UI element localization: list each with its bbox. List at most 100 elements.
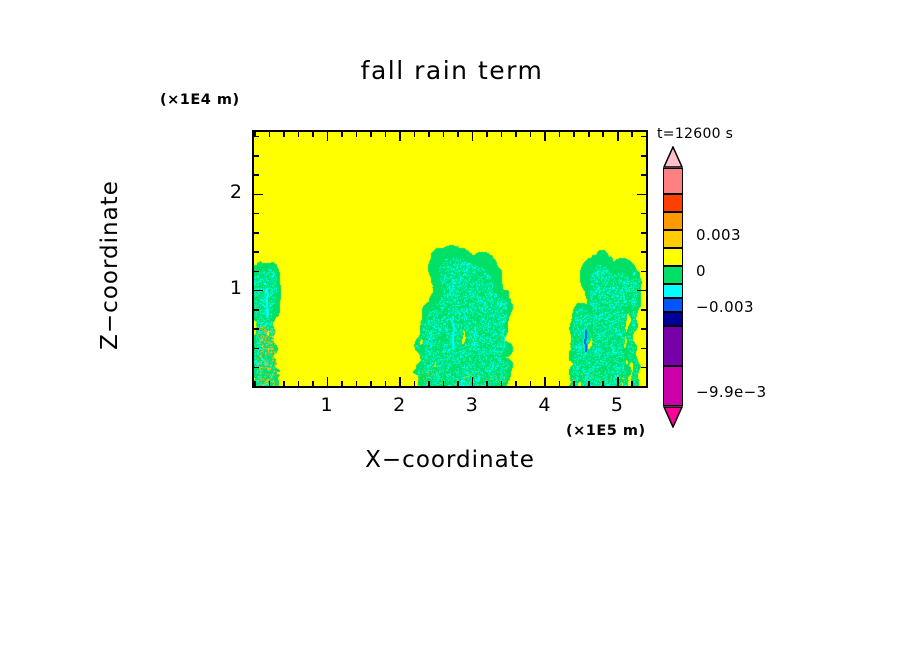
x-tick-bottom: [326, 377, 329, 386]
x-tick-top: [355, 132, 358, 137]
x-tick-top: [254, 132, 256, 137]
x-tick-top: [529, 132, 532, 137]
y-tick-right: [641, 212, 646, 215]
x-tick-bottom: [558, 381, 561, 386]
y-tick-left: [254, 386, 259, 388]
x-tick-bottom: [399, 377, 401, 386]
y-tick-right: [641, 366, 646, 369]
y-tick-left: [254, 251, 259, 253]
x-tick-label: 1: [320, 394, 333, 416]
x-tick-top: [370, 132, 372, 137]
y-tick-right: [641, 270, 646, 273]
y-tick-left: [254, 328, 259, 330]
x-tick-bottom: [413, 381, 416, 386]
colorbar-tick-label: 0: [696, 262, 706, 280]
colorbar-band: [663, 248, 683, 266]
x-tick-top: [587, 132, 590, 137]
x-tick-bottom: [602, 381, 605, 386]
y-tick-left: [254, 212, 259, 215]
x-tick-top: [486, 132, 488, 137]
y-axis-title: Z−coordinate: [97, 180, 123, 350]
x-tick-top: [602, 132, 605, 137]
x-tick-top: [326, 132, 329, 141]
x-tick-bottom: [341, 381, 343, 386]
x-tick-bottom: [646, 381, 648, 386]
colorbar-band: [663, 284, 683, 298]
x-tick-top: [457, 132, 459, 137]
x-tick-top: [573, 132, 575, 137]
y-tick-label: 2: [229, 180, 242, 203]
y-tick-left: [254, 155, 259, 157]
colorbar-bottom-arrow: [662, 406, 684, 429]
y-tick-label: 1: [229, 276, 242, 299]
x-tick-bottom: [268, 381, 271, 386]
x-tick-label: 3: [465, 394, 478, 416]
x-tick-top: [616, 132, 619, 141]
x-tick-bottom: [457, 381, 459, 386]
x-tick-top: [312, 132, 314, 137]
x-tick-top: [268, 132, 271, 137]
x-tick-top: [646, 132, 648, 137]
x-tick-top: [442, 132, 445, 137]
y-tick-right: [641, 251, 646, 253]
y-tick-left: [254, 135, 259, 138]
y-tick-right: [641, 232, 646, 234]
colorbar-band: [663, 266, 683, 284]
colorbar-band: [663, 326, 683, 366]
x-tick-bottom: [631, 381, 634, 386]
x-tick-bottom: [384, 381, 387, 386]
y-tick-left: [254, 174, 259, 176]
x-tick-bottom: [573, 381, 575, 386]
x-tick-bottom: [515, 381, 517, 386]
x-tick-top: [631, 132, 634, 137]
x-tick-label: 5: [610, 394, 623, 416]
field-heatmap: [254, 132, 646, 386]
x-tick-bottom: [529, 381, 532, 386]
x-tick-bottom: [428, 381, 430, 386]
x-tick-bottom: [616, 377, 619, 386]
time-stamp-label: t=12600 s: [657, 126, 734, 142]
x-tick-bottom: [471, 377, 474, 386]
x-tick-bottom: [486, 381, 488, 386]
x-tick-top: [399, 132, 401, 141]
x-tick-top: [384, 132, 387, 137]
x-axis-unit-label: (×1E5 m): [566, 423, 646, 439]
x-tick-top: [413, 132, 416, 137]
y-tick-right: [641, 328, 646, 330]
y-tick-left: [254, 309, 259, 311]
colorbar-band: [663, 366, 683, 406]
x-tick-bottom: [312, 381, 314, 386]
x-tick-top: [515, 132, 517, 137]
y-axis-unit-label: (×1E4 m): [160, 92, 240, 108]
y-tick-right: [641, 155, 646, 157]
colorbar-band: [663, 298, 683, 312]
y-tick-left: [254, 347, 259, 350]
x-tick-top: [428, 132, 430, 137]
x-tick-top: [500, 132, 503, 137]
colorbar-legend: [662, 145, 684, 429]
x-tick-bottom: [254, 381, 256, 386]
colorbar-tick-label: −0.003: [696, 298, 754, 316]
y-tick-left: [254, 193, 263, 196]
x-tick-label: 2: [393, 394, 406, 416]
page-title: fall rain term: [360, 56, 544, 85]
y-tick-right: [641, 309, 646, 311]
y-tick-right: [641, 386, 646, 388]
x-tick-bottom: [544, 377, 546, 386]
y-tick-left: [254, 232, 259, 234]
x-tick-top: [341, 132, 343, 137]
y-tick-left: [254, 289, 263, 292]
colorbar-band: [663, 194, 683, 212]
x-tick-label: 4: [538, 394, 551, 416]
x-tick-bottom: [500, 381, 503, 386]
x-tick-top: [283, 132, 285, 137]
plot-area: [252, 130, 648, 388]
x-tick-top: [297, 132, 300, 137]
y-tick-right: [637, 289, 646, 292]
colorbar-tick-label: −9.9e−3: [696, 383, 767, 401]
colorbar-tick-label: 0.003: [696, 226, 741, 244]
y-tick-left: [254, 366, 259, 369]
y-tick-right: [641, 347, 646, 350]
x-tick-bottom: [442, 381, 445, 386]
colorbar-band: [663, 230, 683, 248]
